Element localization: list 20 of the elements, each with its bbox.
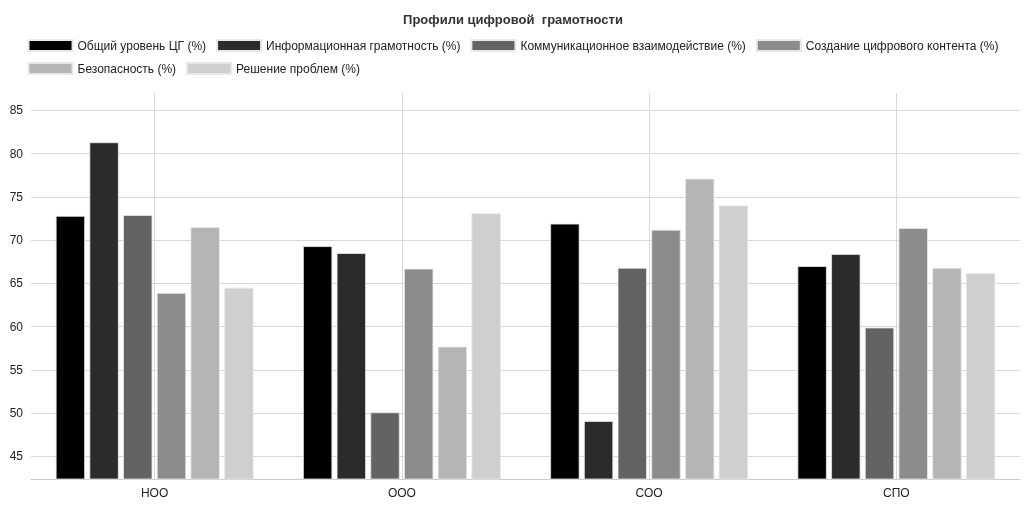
x-tick-label: СОО bbox=[635, 486, 663, 500]
legend-label: Решение проблем (%) bbox=[236, 61, 360, 76]
y-tick-label: 80 bbox=[9, 146, 24, 161]
y-tick-label: 45 bbox=[9, 449, 24, 464]
chart-title: Профили цифровой грамотности bbox=[403, 12, 623, 27]
y-tick-label: 60 bbox=[9, 319, 24, 334]
legend-label: Информационная грамотность (%) bbox=[266, 38, 461, 53]
legend-label: Коммуникационное взаимодействие (%) bbox=[520, 38, 746, 53]
y-tick-label: 65 bbox=[9, 276, 24, 291]
y-tick-label: 55 bbox=[9, 362, 24, 377]
legend-label: Создание цифрового контента (%) bbox=[805, 38, 999, 53]
y-tick-label: 70 bbox=[9, 233, 24, 248]
legend-label: Общий уровень ЦГ (%) bbox=[77, 38, 207, 53]
y-tick-label: 50 bbox=[9, 406, 24, 421]
x-tick-label: ООО bbox=[387, 486, 416, 500]
x-tick-label: НОО bbox=[140, 486, 169, 500]
x-tick-label: СПО bbox=[883, 486, 910, 500]
y-tick-label: 85 bbox=[9, 103, 24, 118]
y-tick-label: 75 bbox=[9, 189, 24, 204]
legend-label: Безопасность (%) bbox=[77, 61, 177, 76]
